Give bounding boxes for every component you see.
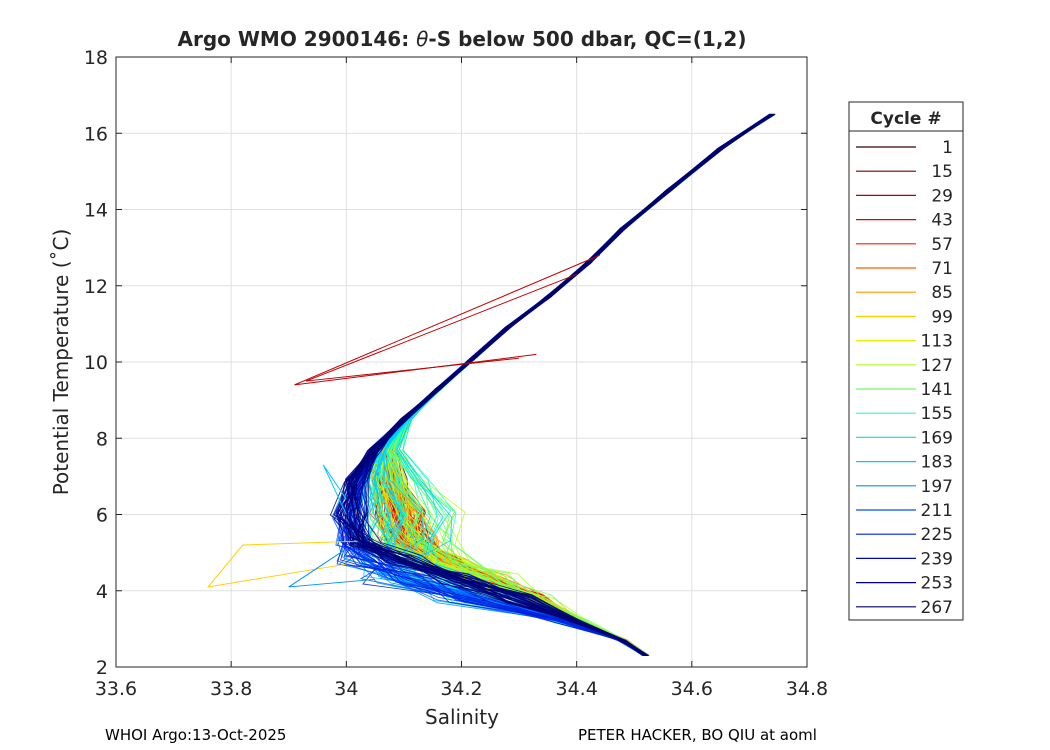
footer-left: WHOI Argo:13-Oct-2025 [105,726,287,744]
title-suffix: -S below 500 dbar, QC=(1,2) [428,27,746,51]
axis-ticks: 33.6 33.8 34 34.2 34.4 34.6 34.8 2 4 6 8 10 12 14 16 18 [84,47,828,700]
x-tick-label: 33.6 [95,678,137,700]
legend: Cycle # 1 15 29 43 57 71 85 99 113 127 141 155 169 18… [848,101,964,621]
x-tick-label: 34.2 [440,678,482,700]
x-tick-label: 33.8 [210,678,252,700]
legend-entry-label: 71 [931,259,953,279]
legend-entry-label: 29 [931,186,953,206]
legend-entry-label: 183 [921,453,953,473]
legend-entry-label: 113 [921,332,953,352]
y-tick-label: 8 [96,428,108,450]
y-tick-label: 12 [84,276,108,298]
profile-line-excursion [206,540,358,588]
legend-entry-label: 99 [931,307,953,327]
x-tick-label: 34.8 [786,678,828,700]
legend-entry-label: 127 [921,356,953,376]
x-tick-label: 34 [334,678,358,700]
x-tick-label: 34.4 [556,678,598,700]
grid-lines [116,57,807,667]
y-tick-label: 10 [84,352,108,374]
legend-entry-label: 1 [942,138,953,158]
title-prefix: Argo WMO 2900146: [178,27,417,51]
profile-line [345,113,772,656]
legend-title: Cycle # [870,109,941,129]
y-tick-label: 2 [96,657,108,679]
x-axis-label: Salinity [425,705,499,729]
legend-entry-label: 197 [921,477,953,497]
legend-entry-label: 141 [921,380,953,400]
legend-entry-label: 155 [921,404,953,424]
legend-entry-label: 169 [921,428,953,448]
legend-entry-label: 57 [931,235,953,255]
x-tick-label: 34.6 [671,678,713,700]
footer-right: PETER HACKER, BO QIU at aoml [578,726,817,744]
legend-entry-label: 85 [931,283,953,303]
legend-entry-label: 43 [931,211,953,231]
legend-entry-label: 267 [921,598,953,618]
legend-entry-label: 15 [931,162,953,182]
y-tick-label: 6 [96,505,108,527]
y-tick-label: 4 [96,581,108,603]
profile-line-excursion [288,548,376,588]
y-axis-label: Potential Temperature (˚C) [49,229,73,496]
title-theta-symbol: θ [416,27,428,51]
legend-entry-label: 253 [921,574,953,594]
legend-entry-label: 211 [921,501,953,521]
legend-entry-label: 239 [921,549,953,569]
legend-entry-label: 225 [921,525,953,545]
profile-line-excursion [322,464,347,515]
profile-line [333,113,773,656]
y-tick-label: 14 [84,200,108,222]
profile-line-outlier [305,273,577,382]
y-tick-label: 18 [84,47,108,69]
profile-lines [206,113,776,657]
y-tick-label: 16 [84,123,108,145]
chart-title: Argo WMO 2900146: θ-S below 500 dbar, QC… [178,27,747,51]
legend-entries: 1 15 29 43 57 71 85 99 113 127 141 155 169 183 197 211 2… [856,138,953,618]
